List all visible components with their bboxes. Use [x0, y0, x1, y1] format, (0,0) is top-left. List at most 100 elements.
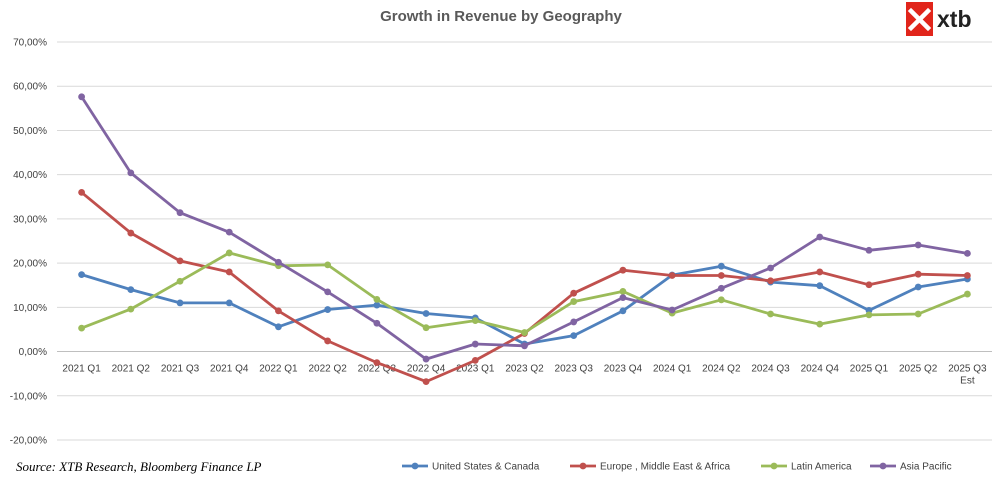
x-tick-label: 2022 Q4: [407, 364, 446, 375]
x-tick-label: Est: [960, 376, 975, 387]
x-tick-label: 2024 Q1: [653, 364, 692, 375]
data-point: [225, 249, 233, 257]
data-point: [225, 268, 233, 276]
x-tick-label: 2025 Q2: [899, 364, 938, 375]
data-point: [127, 305, 135, 313]
data-point: [127, 169, 135, 177]
legend-swatch-marker: [411, 462, 419, 470]
data-point: [865, 311, 873, 319]
x-tick-label: 2021 Q1: [62, 364, 101, 375]
data-point: [668, 272, 676, 279]
data-point: [717, 296, 725, 304]
series-lines: [78, 93, 971, 386]
grid-lines: [57, 41, 992, 441]
data-point: [963, 290, 971, 298]
data-point: [570, 332, 578, 340]
data-point: [275, 258, 282, 266]
y-tick-label: 70,00%: [13, 38, 47, 49]
data-point: [127, 286, 135, 294]
data-point: [963, 249, 971, 257]
data-point: [717, 284, 725, 292]
data-point: [176, 257, 184, 265]
data-point: [570, 318, 578, 326]
legend: United States & Canada Europe , Middle Ea…: [402, 462, 952, 473]
logo-text: xtb: [937, 6, 972, 32]
data-point: [521, 342, 528, 350]
series-group: [78, 188, 971, 386]
data-point: [373, 301, 381, 309]
data-point: [422, 355, 430, 363]
data-point: [914, 270, 922, 278]
data-point: [865, 281, 873, 289]
data-point: [324, 306, 332, 313]
x-tick-label: 2022 Q1: [259, 364, 298, 375]
y-tick-label: 40,00%: [13, 170, 47, 181]
x-tick-label: 2021 Q4: [210, 364, 249, 375]
y-tick-label: 10,00%: [13, 303, 47, 314]
data-point: [717, 272, 725, 279]
data-point: [471, 317, 479, 324]
y-axis-ticks: -20,00% -10,00% 0,00% 10,00% 20,00% 30,00% 40,…: [10, 38, 47, 447]
source-note: Source: XTB Research, Bloomberg Finance …: [16, 459, 262, 474]
data-point: [324, 288, 332, 296]
x-tick-label: 2022 Q2: [308, 364, 347, 375]
data-point: [767, 264, 774, 272]
data-point: [865, 246, 873, 254]
data-point: [816, 320, 824, 328]
data-point: [570, 298, 578, 305]
x-axis-ticks: 2021 Q1 2021 Q2 2021 Q3 2021 Q4 2022 Q1 2022 …: [62, 364, 987, 387]
data-point: [619, 266, 627, 274]
legend-swatch-marker: [770, 462, 778, 470]
data-point: [570, 289, 578, 297]
data-point: [225, 228, 233, 236]
data-point: [471, 340, 479, 348]
data-point: [521, 329, 528, 336]
y-tick-label: 50,00%: [13, 126, 47, 137]
data-point: [225, 299, 233, 307]
xtb-logo: xtb: [906, 2, 972, 36]
data-point: [668, 306, 676, 314]
x-tick-label: 2022 Q3: [358, 364, 397, 375]
y-tick-label: 20,00%: [13, 259, 47, 270]
data-point: [717, 262, 725, 270]
data-point: [914, 310, 922, 318]
data-point: [373, 295, 381, 303]
data-point: [176, 299, 184, 307]
y-tick-label: 60,00%: [13, 82, 47, 93]
y-tick-label: -10,00%: [10, 391, 47, 402]
data-point: [914, 283, 922, 291]
data-point: [373, 359, 381, 367]
data-point: [767, 277, 774, 285]
series-group: [78, 93, 971, 363]
series-line: [80, 191, 968, 384]
x-tick-label: 2021 Q3: [161, 364, 200, 375]
data-point: [373, 319, 381, 327]
x-tick-label: 2024 Q3: [751, 364, 790, 375]
x-tick-label: 2024 Q4: [801, 364, 840, 375]
logo-x-icon: [907, 7, 932, 32]
x-tick-label: 2024 Q2: [702, 364, 741, 375]
x-tick-label: 2025 Q1: [850, 364, 889, 375]
data-point: [78, 324, 86, 332]
data-point: [816, 282, 824, 290]
legend-swatch-marker: [879, 462, 887, 470]
data-point: [127, 229, 135, 237]
data-point: [324, 337, 332, 345]
data-point: [78, 93, 86, 101]
data-point: [176, 277, 184, 285]
data-point: [78, 188, 86, 196]
x-tick-label: 2021 Q2: [112, 364, 151, 375]
data-point: [619, 288, 627, 295]
data-point: [816, 268, 824, 276]
data-point: [914, 241, 922, 249]
x-tick-label: 2023 Q2: [505, 364, 544, 375]
y-tick-label: -20,00%: [10, 436, 47, 447]
legend-swatch-marker: [579, 462, 587, 470]
data-point: [619, 307, 627, 315]
data-point: [275, 323, 282, 331]
data-point: [422, 310, 430, 317]
data-point: [176, 209, 184, 217]
series-group: [78, 249, 971, 336]
data-point: [422, 378, 430, 386]
